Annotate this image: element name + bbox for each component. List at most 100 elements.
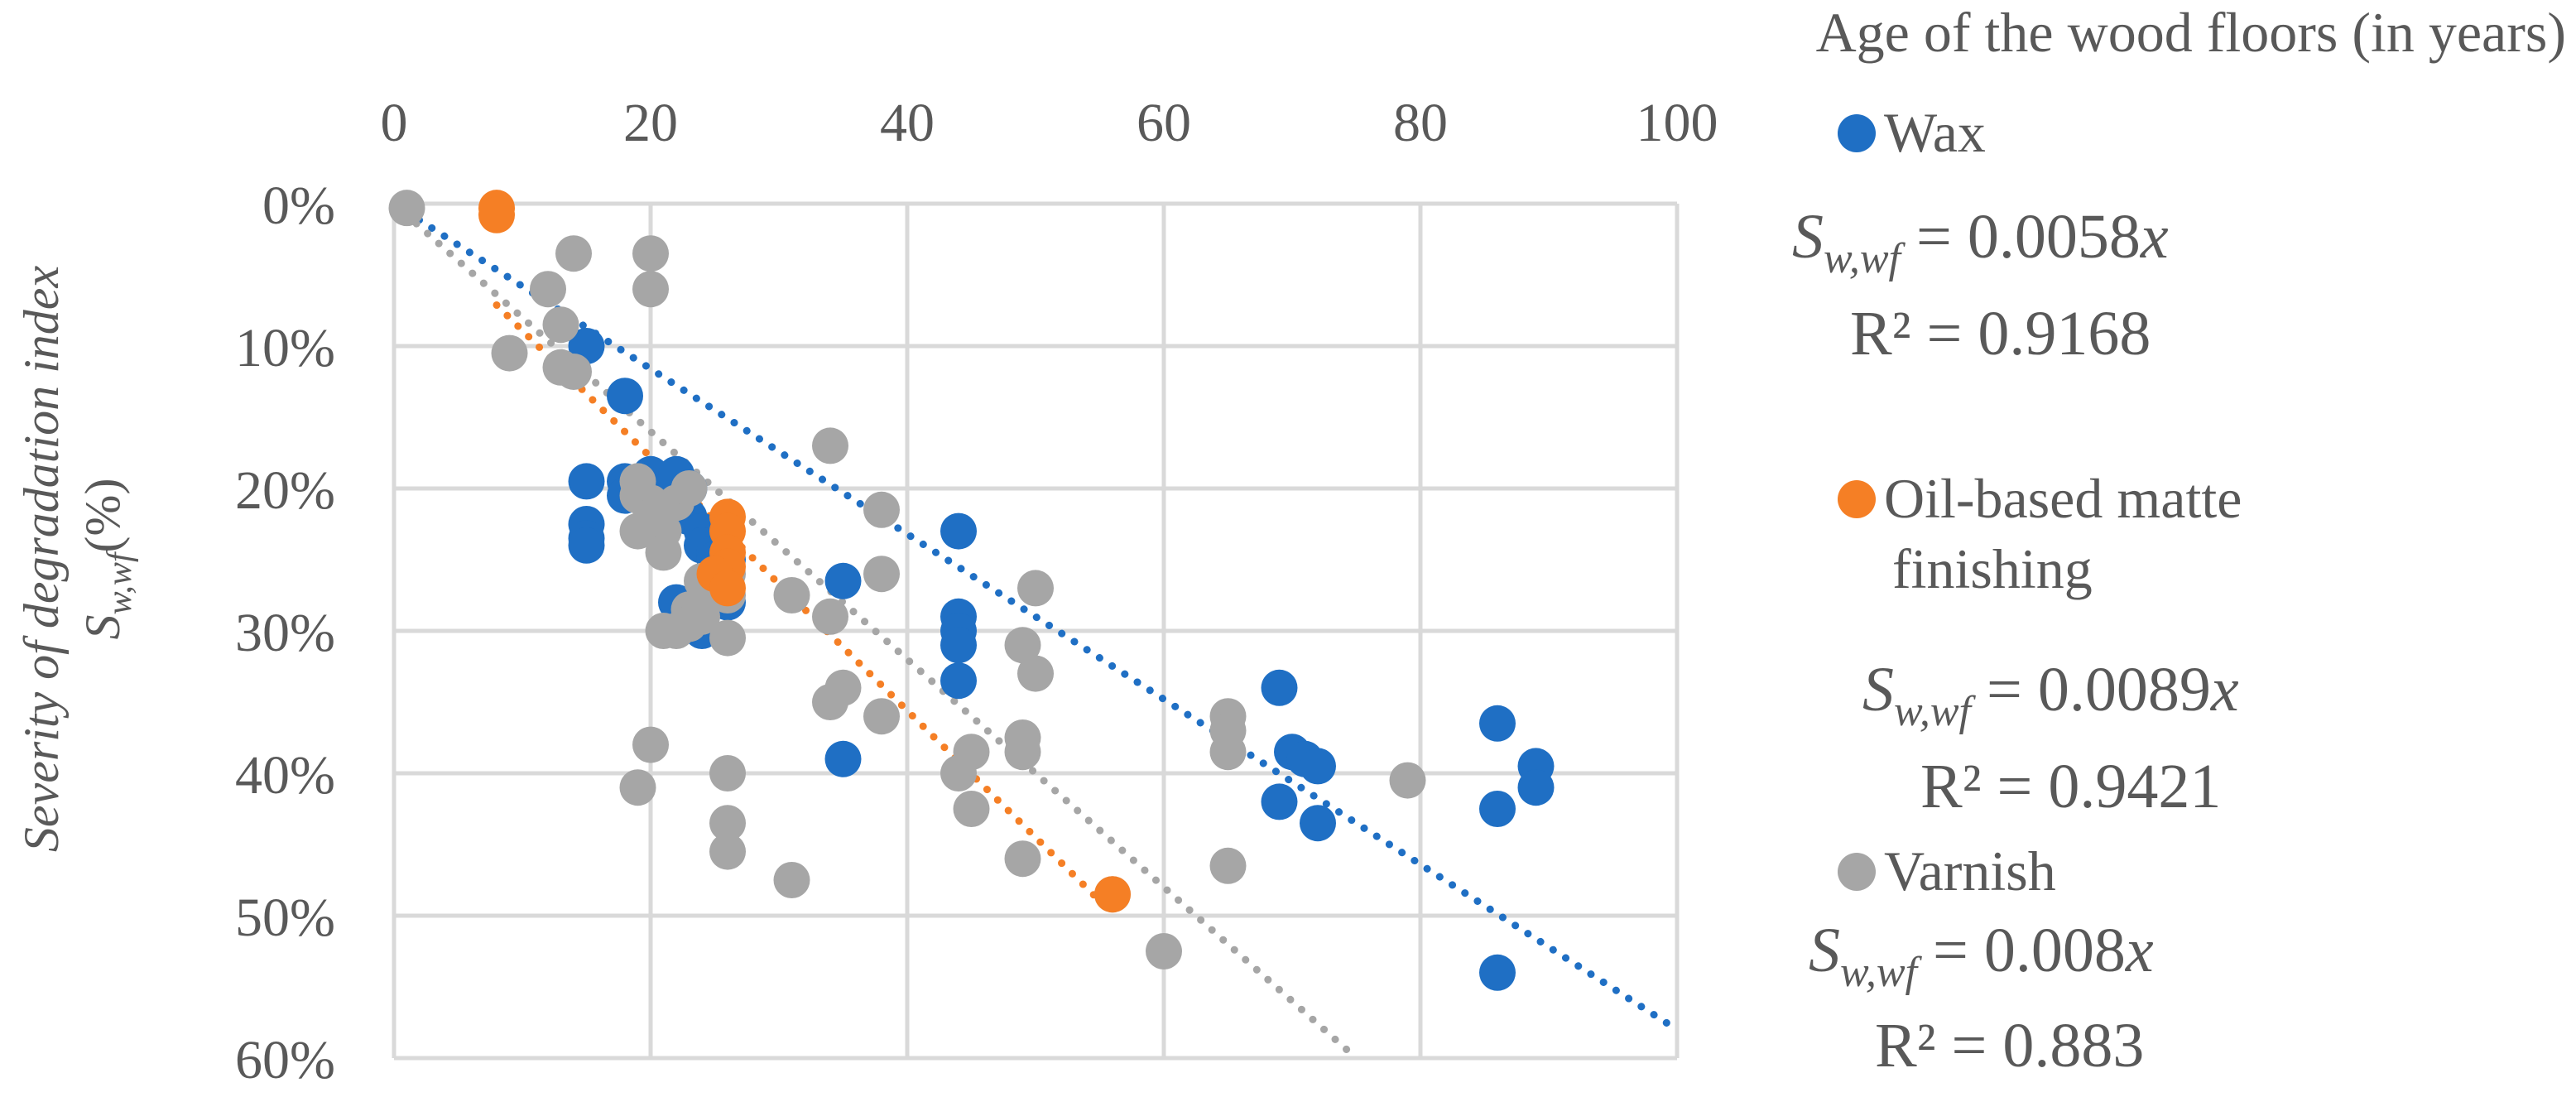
point-wax bbox=[1479, 791, 1516, 827]
point-wax bbox=[940, 627, 977, 664]
legend-label-oil-line1: Oil-based matte bbox=[1884, 467, 2242, 530]
point-varnish bbox=[1004, 627, 1041, 664]
point-varnish bbox=[645, 613, 682, 649]
x-tick-label: 60 bbox=[1137, 93, 1191, 153]
point-varnish bbox=[530, 271, 566, 308]
y-axis-symbol: S bbox=[75, 615, 130, 640]
point-varnish bbox=[709, 755, 746, 791]
point-varnish bbox=[1146, 933, 1182, 969]
y-axis-title: Severity of degradation index Sw,wf(%) bbox=[14, 266, 139, 853]
y-tick-label: 20% bbox=[235, 460, 335, 521]
point-varnish bbox=[619, 769, 656, 806]
trendline-varnish bbox=[390, 200, 1360, 1062]
x-tick-label: 20 bbox=[623, 93, 678, 153]
wax-equation-rhs: = 0.0058 bbox=[1915, 202, 2141, 272]
point-varnish bbox=[1017, 655, 1054, 692]
point-wax bbox=[568, 463, 605, 500]
point-wax bbox=[607, 378, 643, 415]
point-varnish bbox=[555, 235, 592, 272]
point-wax bbox=[824, 562, 862, 599]
trendline-wax bbox=[390, 200, 1681, 1034]
wax-equation-symbol: S bbox=[1792, 202, 1824, 272]
point-varnish bbox=[1389, 762, 1426, 799]
point-varnish bbox=[632, 271, 669, 308]
point-varnish bbox=[953, 791, 990, 827]
varnish-r2: R² = 0.883 bbox=[1875, 1011, 2145, 1080]
point-varnish bbox=[812, 684, 848, 720]
legend-label-varnish: Varnish bbox=[1884, 840, 2056, 902]
y-axis-subscript: w,wf bbox=[101, 548, 139, 614]
point-oil bbox=[478, 196, 515, 233]
point-wax bbox=[1261, 669, 1298, 706]
y-axis-title-line1: Severity of degradation index bbox=[14, 266, 69, 853]
y-tick-label: 10% bbox=[235, 318, 335, 378]
point-wax bbox=[1300, 805, 1336, 842]
point-varnish bbox=[812, 598, 848, 635]
wax-equation-subscript: w,wf bbox=[1824, 235, 1901, 283]
point-varnish bbox=[491, 334, 528, 372]
point-varnish bbox=[645, 534, 682, 571]
y-tick-label: 30% bbox=[235, 603, 335, 663]
point-wax bbox=[1300, 748, 1336, 785]
point-varnish bbox=[863, 556, 900, 593]
oil-equation-var: x bbox=[2210, 655, 2239, 724]
point-varnish bbox=[863, 491, 900, 528]
point-wax bbox=[1479, 705, 1516, 742]
oil-equation-rhs: = 0.0089 bbox=[1986, 655, 2211, 724]
point-wax bbox=[1517, 769, 1555, 806]
y-tick-label: 60% bbox=[235, 1030, 335, 1090]
y-tick-label: 40% bbox=[235, 745, 335, 806]
point-varnish bbox=[1209, 734, 1247, 771]
legend-item-wax: Wax bbox=[1838, 98, 1986, 168]
legend-item-oil: Oil-based matte finishing bbox=[1838, 464, 2242, 604]
y-tick-label: 50% bbox=[235, 888, 335, 948]
point-varnish bbox=[773, 577, 810, 613]
trendlines bbox=[390, 200, 1681, 1062]
point-varnish bbox=[709, 619, 746, 657]
oil-equation-symbol: S bbox=[1862, 655, 1894, 724]
wax-r2: R² = 0.9168 bbox=[1850, 299, 2151, 368]
legend-marker-wax bbox=[1838, 114, 1876, 153]
point-varnish bbox=[953, 734, 990, 771]
legend-marker-oil bbox=[1838, 480, 1876, 519]
wax-equation-var: x bbox=[2140, 202, 2169, 272]
point-varnish bbox=[619, 512, 656, 550]
legend-marker-varnish bbox=[1838, 853, 1876, 892]
point-varnish bbox=[632, 235, 669, 272]
oil-equation: Sw,wf = 0.0089x bbox=[1862, 655, 2239, 734]
point-varnish bbox=[812, 427, 848, 464]
x-tick-label: 80 bbox=[1393, 93, 1448, 153]
point-varnish bbox=[670, 470, 708, 507]
point-varnish bbox=[542, 306, 579, 344]
point-varnish bbox=[1209, 847, 1247, 884]
varnish-equation-symbol: S bbox=[1809, 916, 1840, 985]
y-axis-title-line2: Sw,wf(%) bbox=[75, 478, 139, 639]
plot-grid bbox=[392, 201, 1680, 1061]
y-tick-label: 0% bbox=[262, 176, 335, 236]
point-varnish bbox=[1004, 734, 1041, 771]
varnish-equation: Sw,wf = 0.008x bbox=[1809, 916, 2154, 994]
y-axis-unit: (%) bbox=[75, 478, 130, 552]
x-tick-label: 100 bbox=[1636, 93, 1718, 153]
x-tick-label: 40 bbox=[880, 93, 935, 153]
data-points bbox=[388, 190, 1555, 991]
point-varnish bbox=[1017, 570, 1054, 607]
x-tick-label: 0 bbox=[381, 93, 408, 153]
x-axis-title: Age of the wood floors (in years) bbox=[1816, 1, 2566, 64]
legend-label-oil-line2: finishing bbox=[1892, 537, 2093, 600]
point-wax bbox=[1479, 954, 1516, 991]
varnish-equation-var: x bbox=[2125, 916, 2154, 985]
x-axis-ticks: 0 20 40 60 80 100 bbox=[381, 93, 1718, 153]
point-wax bbox=[568, 527, 605, 564]
wax-equation: Sw,wf = 0.0058x bbox=[1792, 205, 2169, 281]
oil-r2: R² = 0.9421 bbox=[1920, 752, 2222, 821]
point-varnish bbox=[773, 862, 810, 898]
legend-item-varnish: Varnish bbox=[1838, 836, 2056, 907]
y-axis-ticks: 0% 10% 20% 30% 40% 50% 60% bbox=[235, 176, 335, 1090]
varnish-equation-subscript: w,wf bbox=[1840, 949, 1917, 997]
point-wax bbox=[940, 512, 977, 550]
oil-equation-subscript: w,wf bbox=[1894, 688, 1971, 736]
legend-label-wax: Wax bbox=[1884, 101, 1986, 164]
point-varnish bbox=[555, 353, 592, 390]
